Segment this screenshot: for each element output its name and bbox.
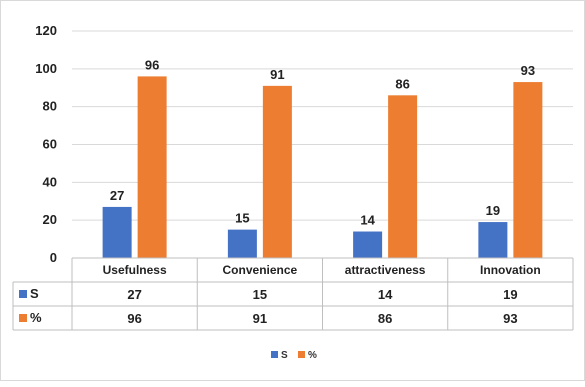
category-label: Convenience [223,263,298,277]
data-label: 14 [360,213,375,228]
table-series-name: S [30,286,39,301]
y-tick-label: 120 [35,23,57,38]
table-cell: 19 [503,287,517,302]
legend-key [298,351,305,358]
bar [137,76,167,259]
y-tick-label: 60 [43,137,57,152]
table-legend-key [19,290,27,298]
table-cell: 14 [378,287,393,302]
data-label: 86 [395,76,409,91]
table-cell: 93 [503,311,517,326]
data-label: 19 [486,203,500,218]
category-label: attractiveness [345,263,426,277]
y-tick-label: 0 [50,250,57,265]
table-cell: 96 [127,311,141,326]
table-cell: 27 [127,287,141,302]
y-tick-label: 40 [43,174,57,189]
category-label: Innovation [480,263,541,277]
y-tick-label: 100 [35,61,57,76]
table-cell: 91 [253,311,267,326]
bar [353,231,383,258]
table-series-name: % [30,310,42,325]
bar [513,82,543,258]
data-label: 96 [145,57,159,72]
y-tick-label: 20 [43,212,57,227]
bar [478,222,508,258]
legend-key [271,351,278,358]
category-label: Usefulness [103,263,167,277]
table-legend-key [19,314,27,322]
bar [388,95,418,258]
data-label: 91 [270,67,284,82]
bar [102,206,132,258]
table-cell: 15 [253,287,267,302]
data-label: 27 [110,188,124,203]
legend-label: S [281,350,288,361]
bar [262,85,292,258]
bar [227,229,257,258]
legend-label: % [308,350,317,361]
data-label: 15 [235,211,249,226]
table-cell: 86 [378,311,392,326]
data-label: 93 [521,63,535,78]
y-tick-label: 80 [43,99,57,114]
